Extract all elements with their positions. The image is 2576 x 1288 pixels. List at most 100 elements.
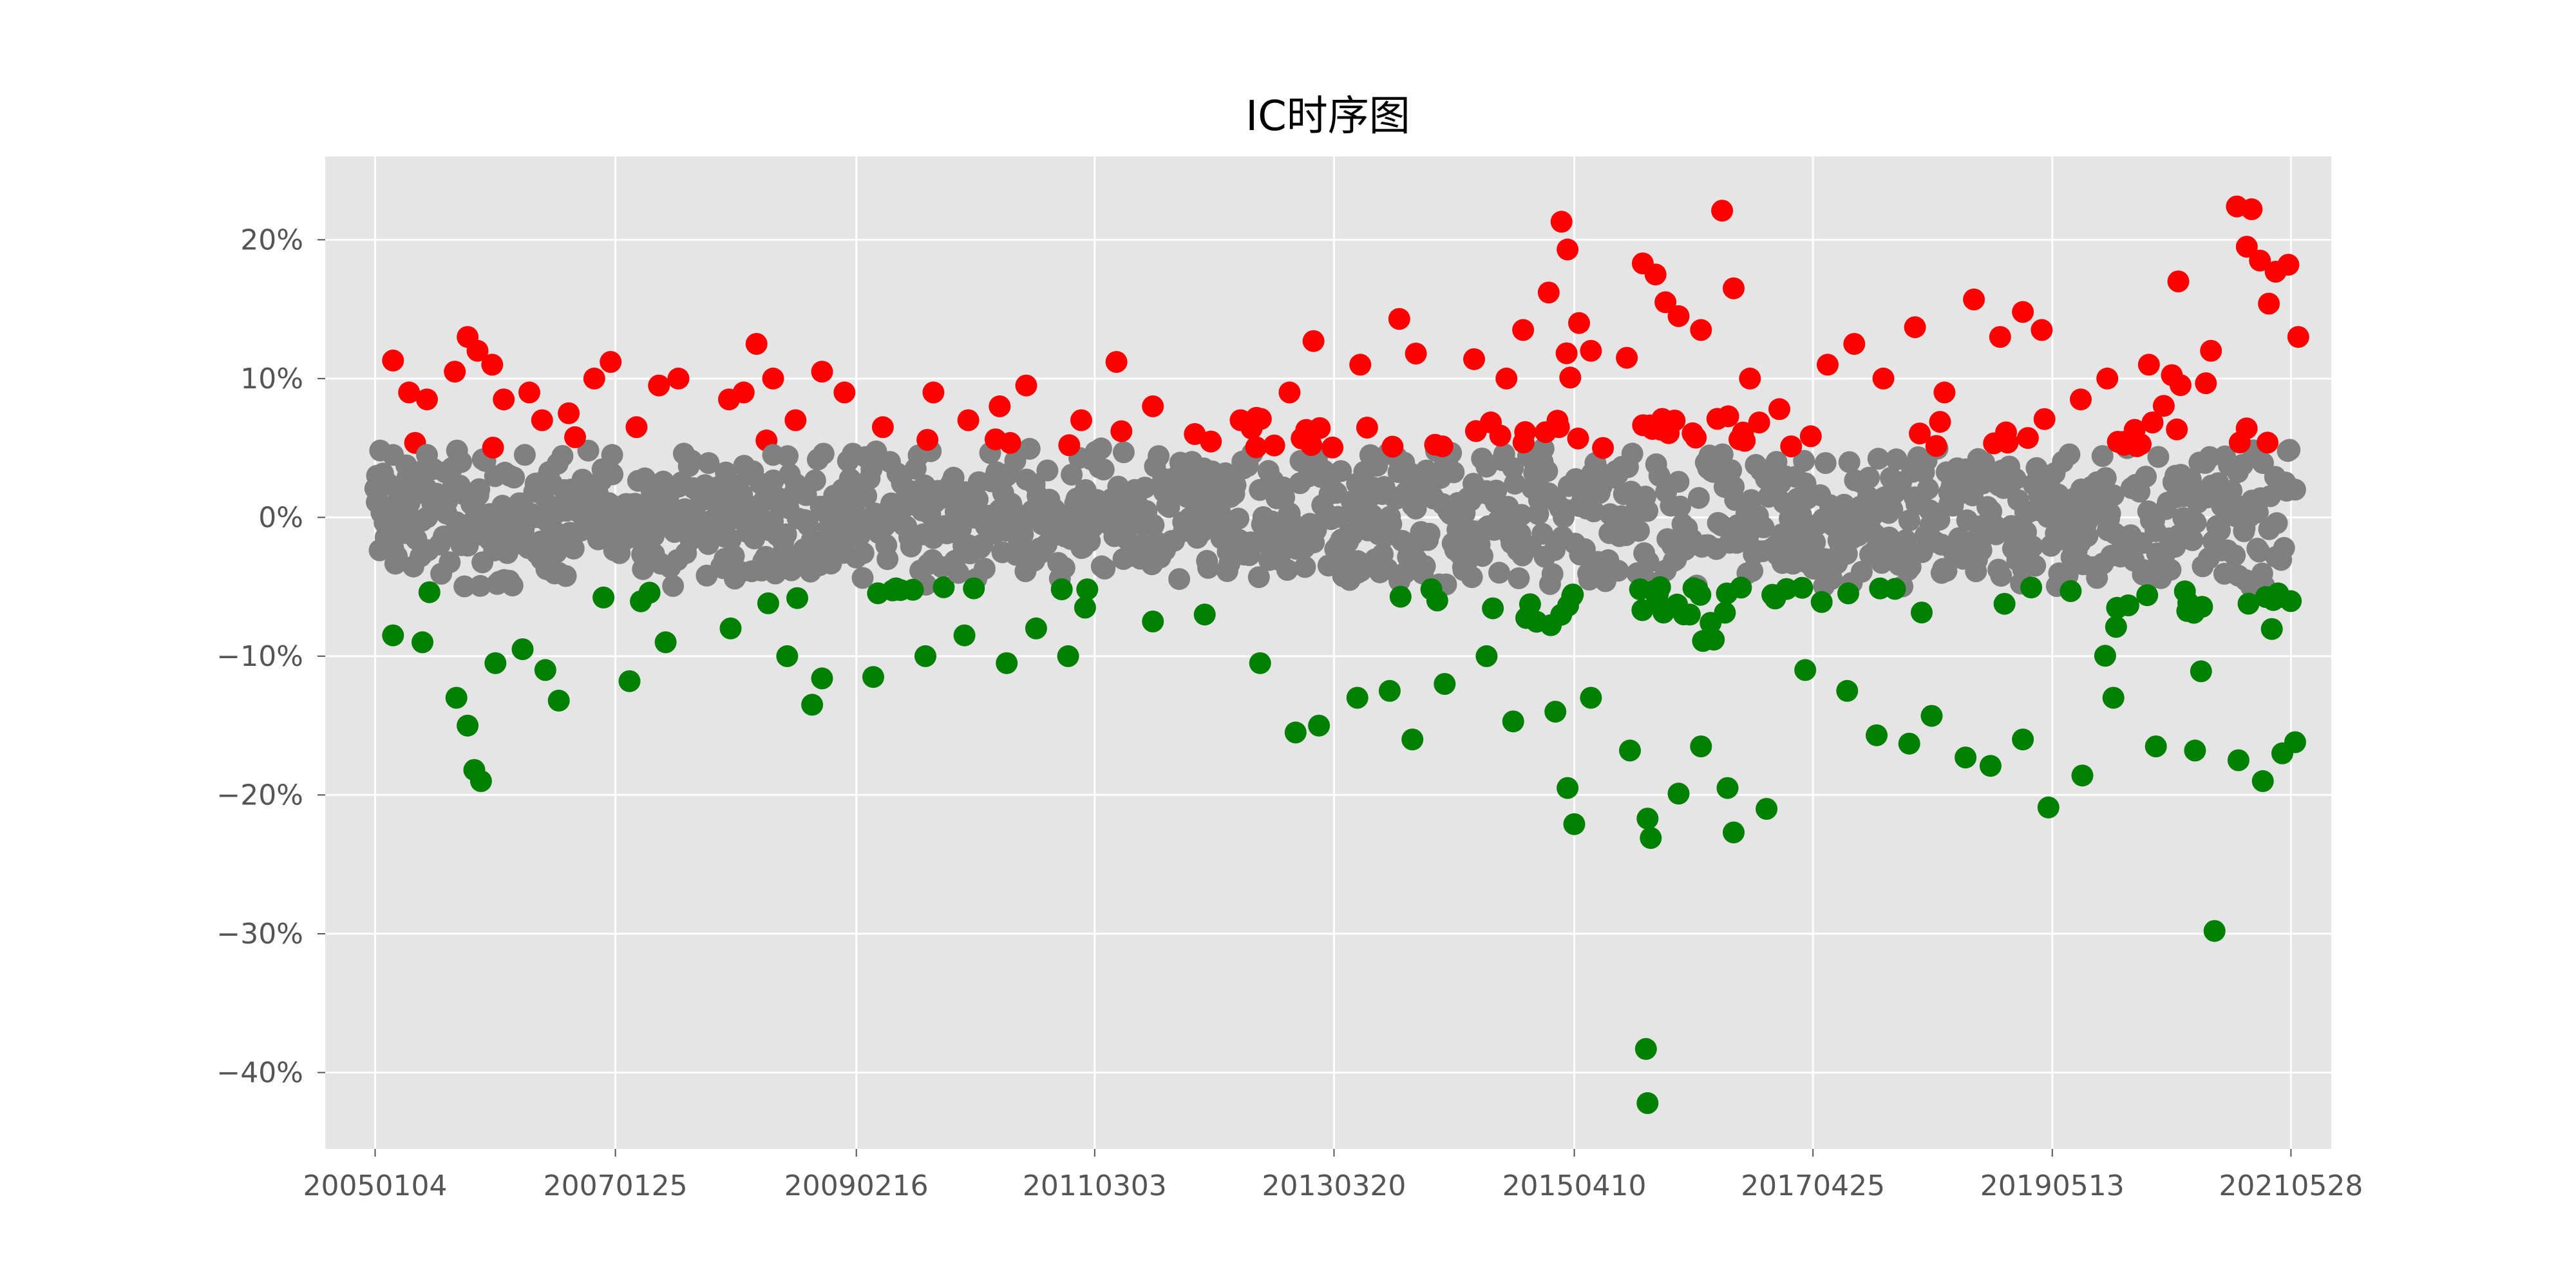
- positive-point: [2166, 418, 2188, 440]
- neutral-point: [967, 488, 989, 511]
- neutral-point: [654, 478, 677, 501]
- positive-point: [989, 395, 1011, 417]
- positive-point: [1568, 312, 1590, 334]
- positive-point: [444, 361, 466, 383]
- chart-title: IC时序图: [1245, 93, 1410, 140]
- negative-point: [757, 592, 779, 614]
- negative-point: [2227, 749, 2249, 772]
- neutral-point: [2159, 558, 2182, 581]
- positive-point: [2235, 236, 2258, 258]
- negative-point: [534, 659, 556, 681]
- positive-point: [1388, 308, 1410, 330]
- negative-point: [1193, 603, 1216, 626]
- neutral-point: [1702, 460, 1725, 483]
- neutral-point: [762, 469, 784, 491]
- negative-point: [801, 694, 824, 716]
- negative-point: [1898, 732, 1920, 755]
- y-tick-label: 0%: [258, 501, 303, 534]
- positive-point: [1843, 333, 1866, 355]
- positive-point: [1711, 200, 1734, 222]
- negative-point: [2102, 687, 2125, 709]
- grid: [325, 156, 2331, 1149]
- negative-point: [1791, 576, 1814, 599]
- neutral-point: [697, 533, 719, 555]
- neutral-point: [1227, 507, 1249, 530]
- negative-point: [1837, 582, 1859, 605]
- negative-point: [1401, 728, 1424, 751]
- positive-point: [1555, 342, 1578, 365]
- neutral-point: [2248, 540, 2270, 563]
- negative-point: [1426, 589, 1448, 612]
- neutral-point: [2099, 502, 2121, 525]
- negative-point: [618, 670, 641, 692]
- negative-point: [2117, 594, 2139, 616]
- neutral-point: [1765, 451, 1788, 473]
- neutral-point: [775, 523, 797, 545]
- y-axis-ticks: 20% 10% 0% −10% −20% −30% −40%: [216, 223, 325, 1089]
- negative-point: [933, 576, 955, 598]
- negative-point: [1563, 813, 1586, 835]
- positive-point: [1548, 416, 1570, 439]
- positive-point: [922, 381, 945, 404]
- neutral-point: [1064, 492, 1086, 515]
- negative-point: [2251, 770, 2274, 792]
- positive-point: [1356, 417, 1378, 439]
- neutral-point: [1648, 464, 1671, 487]
- negative-point: [1703, 629, 1725, 651]
- negative-point: [1434, 673, 1456, 695]
- positive-point: [1799, 425, 1822, 448]
- neutral-point: [468, 478, 491, 500]
- negative-point: [1636, 808, 1659, 830]
- positive-point: [1580, 339, 1602, 362]
- positive-point: [999, 431, 1021, 454]
- negative-point: [1794, 659, 1817, 681]
- neutral-point: [1508, 567, 1530, 589]
- positive-point: [1685, 426, 1707, 449]
- negative-point: [638, 582, 661, 604]
- neutral-point: [1636, 500, 1659, 522]
- x-tick-label: 20110303: [1023, 1170, 1167, 1202]
- positive-point: [382, 349, 404, 372]
- positive-point: [2195, 372, 2217, 395]
- positive-point: [1015, 374, 1037, 397]
- negative-point: [2284, 731, 2306, 753]
- scatter-points: [364, 195, 2309, 1114]
- neutral-point: [469, 574, 491, 597]
- positive-point: [466, 339, 489, 362]
- negative-point: [1025, 617, 1047, 639]
- negative-point: [1667, 782, 1690, 805]
- neutral-point: [1882, 478, 1904, 501]
- positive-point: [1495, 367, 1518, 390]
- neutral-point: [453, 575, 476, 598]
- neutral-point: [577, 439, 600, 462]
- positive-point: [2033, 408, 2056, 430]
- neutral-point: [2102, 484, 2125, 507]
- positive-point: [518, 381, 540, 404]
- neutral-point: [1687, 487, 1710, 509]
- positive-point: [1381, 435, 1404, 458]
- positive-point: [2277, 254, 2300, 276]
- neutral-point: [878, 451, 901, 473]
- x-tick-label: 20050104: [303, 1170, 448, 1202]
- neutral-point: [382, 444, 404, 466]
- neutral-point: [714, 548, 735, 570]
- neutral-point: [1112, 548, 1135, 570]
- x-tick-label: 20130320: [1262, 1170, 1406, 1202]
- negative-point: [469, 770, 492, 792]
- positive-point: [1300, 434, 1323, 456]
- positive-point: [1909, 422, 1931, 445]
- negative-point: [811, 667, 833, 690]
- negative-point: [547, 689, 570, 712]
- neutral-point: [1330, 460, 1352, 482]
- neutral-point: [662, 574, 685, 597]
- neutral-point: [719, 528, 742, 551]
- neutral-point: [547, 562, 570, 584]
- negative-point: [1142, 611, 1164, 632]
- positive-point: [811, 361, 833, 383]
- positive-point: [1667, 305, 1690, 327]
- y-tick-label: 10%: [240, 363, 303, 395]
- negative-point: [1649, 576, 1671, 598]
- positive-point: [1933, 381, 1956, 404]
- plot-area: [325, 156, 2331, 1149]
